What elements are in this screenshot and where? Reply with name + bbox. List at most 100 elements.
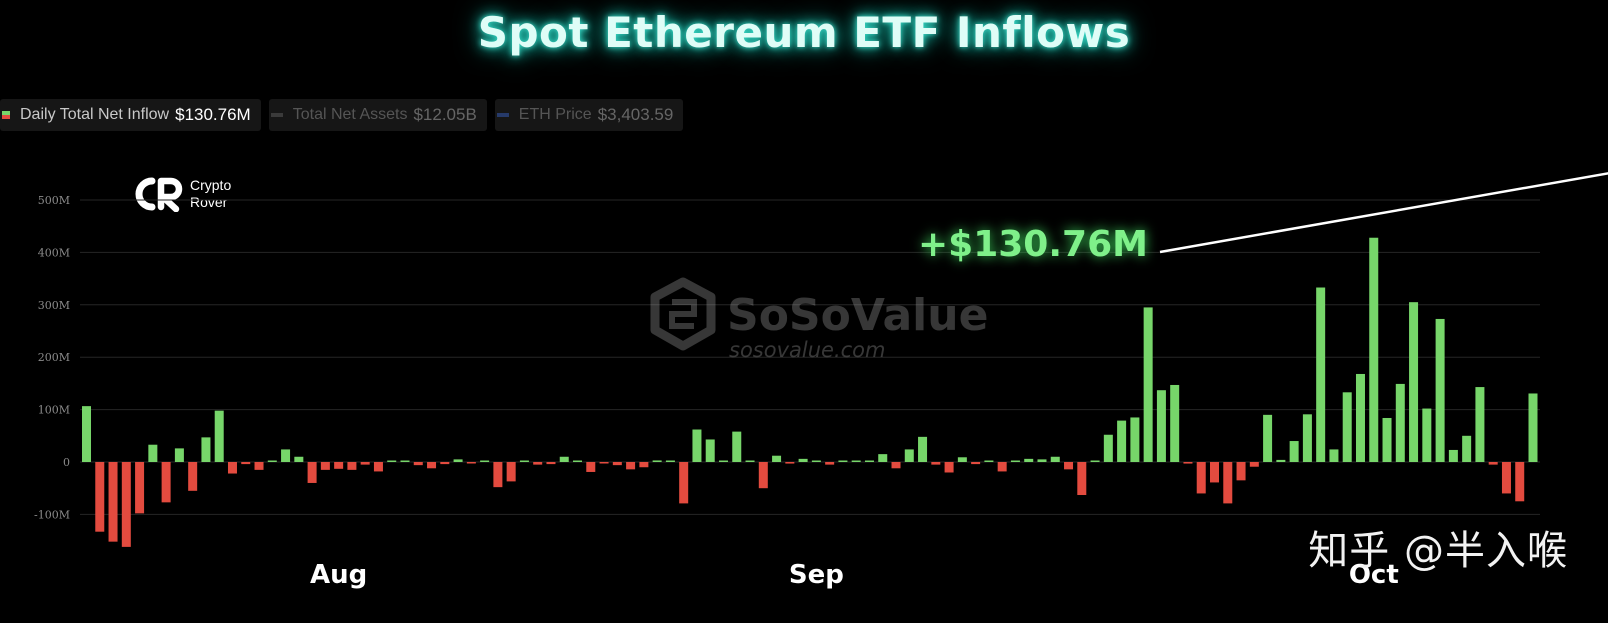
bar[interactable] (798, 458, 808, 462)
bar[interactable] (400, 460, 410, 463)
bar[interactable] (1010, 460, 1020, 463)
bar[interactable] (997, 462, 1007, 472)
bar[interactable] (772, 455, 782, 462)
legend-item-eth-price[interactable]: ETH Price $3,403.59 (494, 99, 684, 131)
bar[interactable] (174, 448, 184, 462)
bar[interactable] (387, 460, 397, 463)
bar[interactable] (1183, 462, 1193, 464)
bar[interactable] (1064, 462, 1074, 470)
bar[interactable] (1024, 458, 1034, 462)
bar[interactable] (1236, 462, 1246, 481)
bar[interactable] (281, 449, 291, 462)
bar[interactable] (931, 462, 941, 465)
bar[interactable] (1302, 414, 1312, 462)
bar[interactable] (1156, 390, 1166, 462)
bar[interactable] (1342, 392, 1352, 462)
bar[interactable] (679, 462, 689, 504)
bar[interactable] (971, 462, 981, 465)
bar[interactable] (334, 462, 344, 469)
bar[interactable] (718, 460, 728, 463)
bar[interactable] (95, 462, 105, 532)
bar[interactable] (692, 429, 702, 462)
bar[interactable] (1369, 237, 1379, 462)
legend-item-daily-inflow[interactable]: Daily Total Net Inflow $130.76M (0, 99, 261, 131)
bar[interactable] (878, 454, 888, 462)
bar[interactable] (1090, 460, 1100, 463)
bar[interactable] (573, 460, 583, 463)
bar[interactable] (1528, 393, 1538, 462)
bar[interactable] (745, 460, 755, 463)
legend-item-total-net-assets[interactable]: Total Net Assets $12.05B (268, 99, 487, 131)
bar[interactable] (148, 444, 158, 462)
bar[interactable] (665, 460, 675, 463)
bar[interactable] (838, 460, 848, 463)
bar[interactable] (1103, 434, 1113, 462)
bar[interactable] (201, 437, 211, 462)
bar[interactable] (1395, 383, 1405, 462)
bar[interactable] (652, 460, 662, 462)
bar[interactable] (1117, 420, 1127, 462)
bar[interactable] (1037, 459, 1047, 462)
bar[interactable] (121, 462, 131, 547)
bar[interactable] (519, 460, 529, 463)
bar[interactable] (1210, 462, 1219, 483)
bar[interactable] (227, 462, 237, 474)
bar[interactable] (1050, 456, 1060, 462)
bar[interactable] (294, 456, 304, 462)
bar[interactable] (1355, 373, 1365, 462)
bar[interactable] (851, 460, 861, 463)
bar[interactable] (918, 436, 928, 462)
bar[interactable] (1501, 462, 1511, 494)
bar[interactable] (1488, 462, 1498, 465)
bar[interactable] (427, 462, 437, 469)
bar[interactable] (1263, 414, 1273, 462)
bar[interactable] (732, 431, 742, 462)
bar[interactable] (1196, 462, 1206, 494)
bar[interactable] (957, 457, 967, 462)
bar[interactable] (347, 462, 357, 470)
bar[interactable] (639, 462, 649, 468)
bar[interactable] (1130, 417, 1140, 462)
bar[interactable] (586, 462, 596, 472)
bar[interactable] (984, 460, 994, 463)
bar[interactable] (493, 462, 503, 488)
bar[interactable] (1289, 441, 1299, 462)
bar[interactable] (1409, 302, 1419, 462)
bar[interactable] (1077, 462, 1087, 496)
bar[interactable] (413, 462, 423, 466)
bar[interactable] (1329, 449, 1339, 462)
bar[interactable] (241, 462, 251, 465)
bar[interactable] (1170, 384, 1180, 462)
bar[interactable] (214, 410, 224, 462)
bar[interactable] (533, 462, 543, 465)
bar[interactable] (1448, 449, 1458, 462)
bar[interactable] (453, 459, 463, 462)
bar[interactable] (1143, 307, 1153, 462)
bar[interactable] (320, 462, 330, 470)
bar[interactable] (546, 462, 556, 465)
bar[interactable] (626, 462, 636, 470)
bar[interactable] (1422, 408, 1432, 462)
bar[interactable] (612, 462, 622, 466)
bar[interactable] (267, 460, 277, 463)
bar[interactable] (758, 462, 768, 489)
bar[interactable] (161, 462, 171, 503)
bar[interactable] (891, 462, 901, 469)
bar[interactable] (811, 460, 821, 463)
bar[interactable] (480, 460, 490, 463)
bar[interactable] (904, 449, 914, 462)
bar[interactable] (1316, 287, 1326, 462)
bar[interactable] (188, 462, 198, 491)
bar[interactable] (825, 462, 835, 465)
bar[interactable] (1382, 417, 1392, 462)
bar[interactable] (135, 462, 145, 514)
bar[interactable] (82, 406, 91, 462)
bar[interactable] (466, 462, 476, 464)
bar[interactable] (373, 462, 383, 472)
bar[interactable] (1249, 462, 1259, 467)
bar[interactable] (1223, 462, 1233, 504)
bar[interactable] (1515, 462, 1525, 502)
bar[interactable] (254, 462, 264, 470)
bar[interactable] (506, 462, 516, 482)
bar[interactable] (944, 462, 954, 473)
